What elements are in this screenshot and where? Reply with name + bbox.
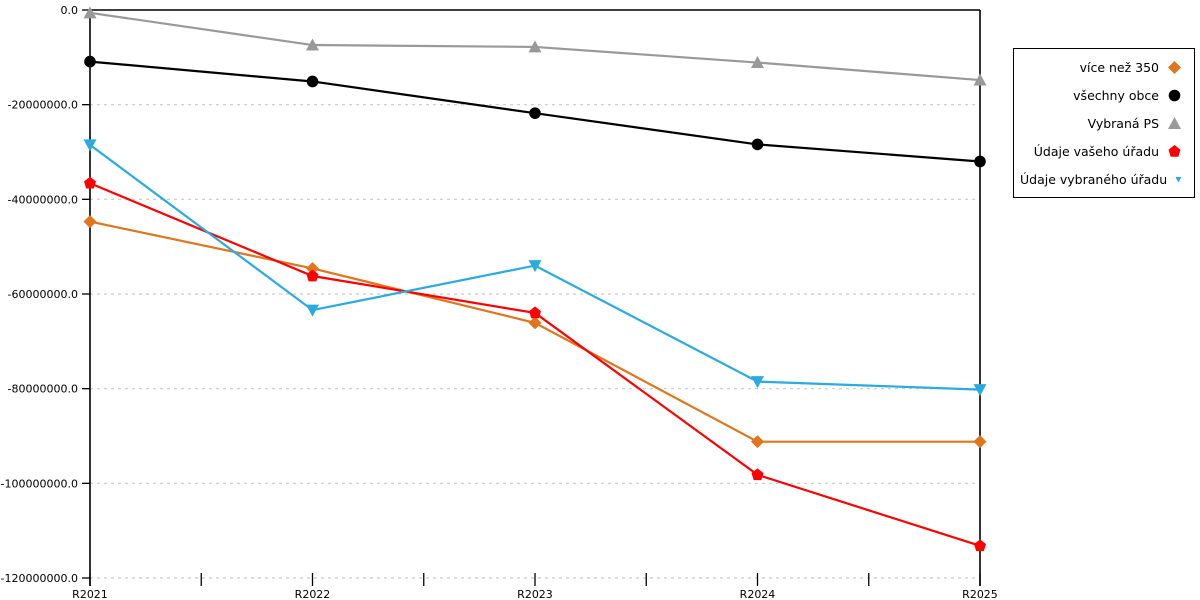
data-point-triangle-down [973, 384, 987, 397]
data-point-pentagon [974, 539, 986, 552]
legend-item-label: Vybraná PS [1087, 115, 1159, 131]
data-point-circle [84, 55, 96, 68]
data-point-triangle-up [528, 40, 542, 53]
diamond-legend-icon [1168, 60, 1181, 74]
legend-item-label: všechny obce [1073, 87, 1159, 103]
legend-item-label: více než 350 [1079, 59, 1159, 75]
triangle-up-icon [1168, 116, 1181, 129]
y-tick-label: -100000000.0 [1, 477, 78, 490]
triangle-up-legend-icon [1168, 116, 1181, 129]
pentagon-legend-icon [1168, 144, 1181, 157]
y-tick-label: -80000000.0 [8, 383, 78, 396]
data-point-pentagon [751, 468, 764, 481]
data-point-pentagon [84, 176, 96, 189]
x-tick-label: R2024 [740, 588, 776, 600]
legend-item: více než 350 [1020, 53, 1182, 81]
legend-item-label: Údaje vybraného úřadu [1020, 171, 1168, 187]
data-point-triangle-up [83, 6, 97, 19]
circle-icon [1168, 89, 1181, 101]
data-point-triangle-down [528, 260, 542, 273]
y-tick-label: -40000000.0 [8, 193, 78, 206]
data-point-diamond [973, 435, 987, 449]
data-point-circle [751, 138, 764, 151]
legend-item: Vybraná PS [1020, 109, 1182, 137]
data-point-circle [974, 155, 986, 168]
triangle-down-legend-icon [1175, 176, 1182, 182]
x-tick-label: R2025 [962, 588, 998, 600]
data-point-diamond [528, 316, 542, 330]
x-tick-label: R2021 [72, 588, 108, 600]
y-tick-label: -120000000.0 [1, 572, 78, 585]
y-tick-label: -20000000.0 [8, 99, 78, 112]
data-point-circle [529, 107, 541, 119]
chart-legend: více než 350 všechny obce Vybraná PS Údaje … [1013, 48, 1195, 198]
pentagon-icon [1168, 144, 1181, 157]
diamond-icon [1168, 60, 1181, 74]
y-tick-label: 0.0 [61, 4, 79, 17]
circle-legend-icon [1168, 89, 1181, 101]
data-point-triangle-down [306, 304, 319, 317]
data-point-pentagon [529, 306, 541, 319]
legend-item-label: Údaje vašeho úřadu [1033, 143, 1159, 159]
data-point-diamond [751, 435, 764, 449]
x-tick-label: R2023 [517, 588, 553, 600]
data-point-circle [306, 75, 319, 88]
series-line-diamond [89, 220, 980, 443]
series-line-pentagon [89, 182, 981, 547]
legend-item: Údaje vašeho úřadu [1020, 137, 1182, 165]
data-point-triangle-up [973, 73, 987, 86]
legend-item: Údaje vybraného úřadu [1020, 165, 1182, 193]
data-point-diamond [306, 261, 319, 275]
data-point-triangle-up [751, 56, 764, 69]
data-point-triangle-down [83, 139, 97, 152]
x-tick-label: R2022 [295, 588, 331, 600]
triangle-down-icon [1175, 176, 1182, 182]
data-point-triangle-down [751, 376, 764, 389]
data-point-diamond [83, 215, 97, 229]
legend-item: všechny obce [1020, 81, 1182, 109]
data-point-pentagon [306, 269, 319, 282]
data-point-triangle-up [306, 38, 319, 51]
y-tick-label: -60000000.0 [8, 288, 78, 301]
